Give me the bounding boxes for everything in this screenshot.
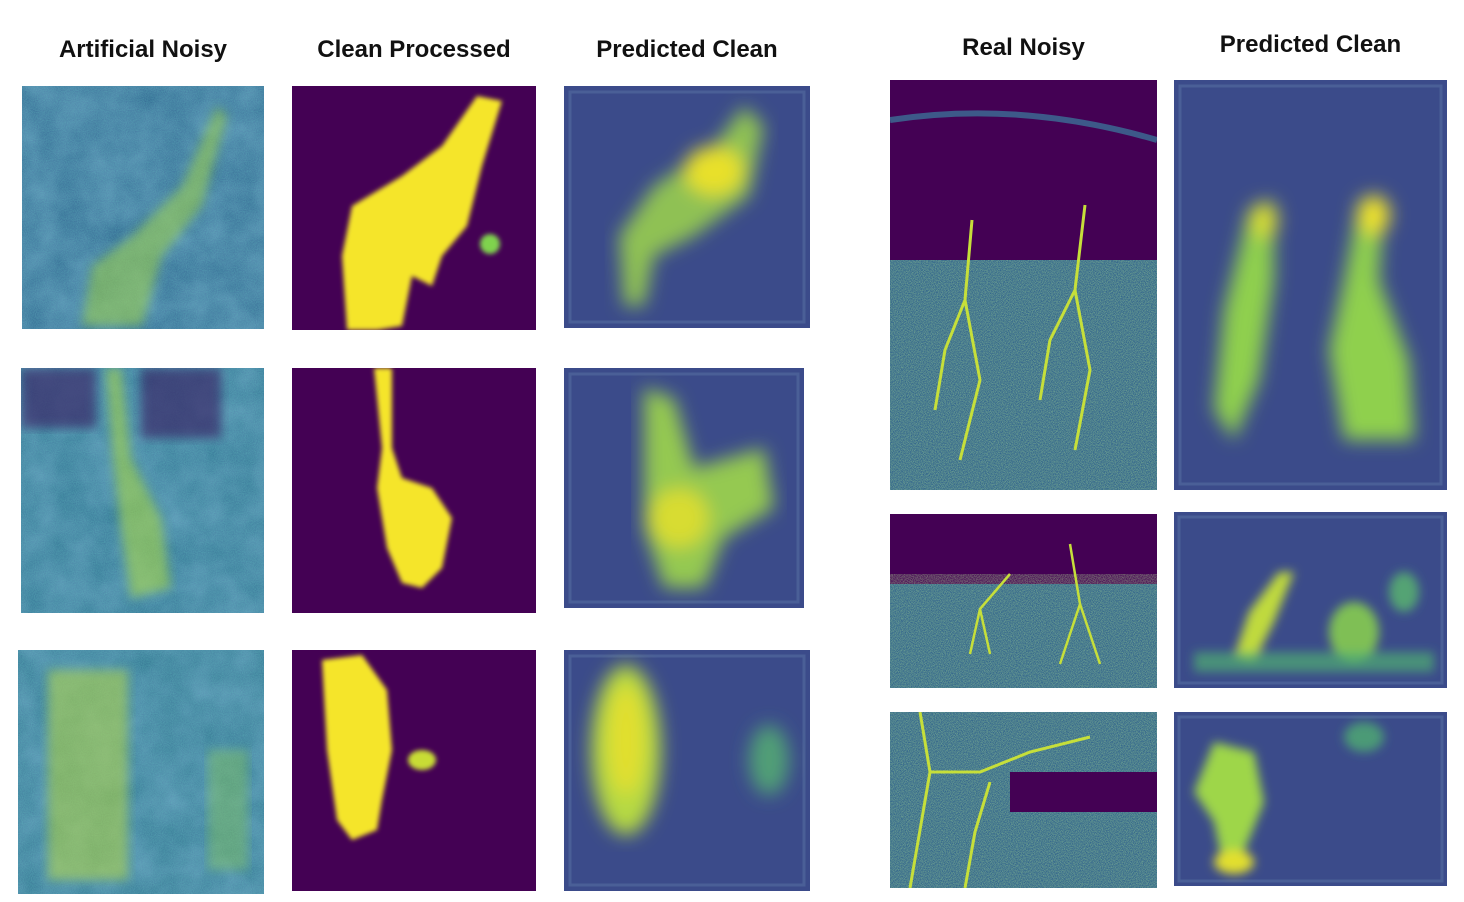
artificial-noisy-image-3 [18,650,264,894]
real-noisy-image-2 [890,514,1157,688]
predicted-clean-image-1 [564,86,810,328]
title-real-noisy: Real Noisy [962,34,1085,61]
title-predicted-clean-left: Predicted Clean [596,36,778,63]
clean-processed-image-3 [292,650,536,891]
title-artificial-noisy: Artificial Noisy [58,36,228,63]
predicted-clean-image-right-3 [1174,712,1447,886]
artificial-noisy-image-2 [21,368,264,613]
predicted-clean-image-2 [564,368,804,608]
real-noisy-image-1 [890,80,1157,490]
predicted-clean-image-3 [564,650,810,891]
predicted-clean-image-right-2 [1174,512,1447,688]
title-clean-processed: Clean Processed [317,36,511,63]
clean-processed-image-2 [292,368,536,613]
predicted-clean-image-right-1 [1174,80,1447,490]
artificial-noisy-image-1 [22,86,264,329]
clean-processed-image-1 [292,86,536,330]
title-predicted-clean-right: Predicted Clean [1219,31,1402,58]
real-noisy-image-3 [890,712,1157,888]
